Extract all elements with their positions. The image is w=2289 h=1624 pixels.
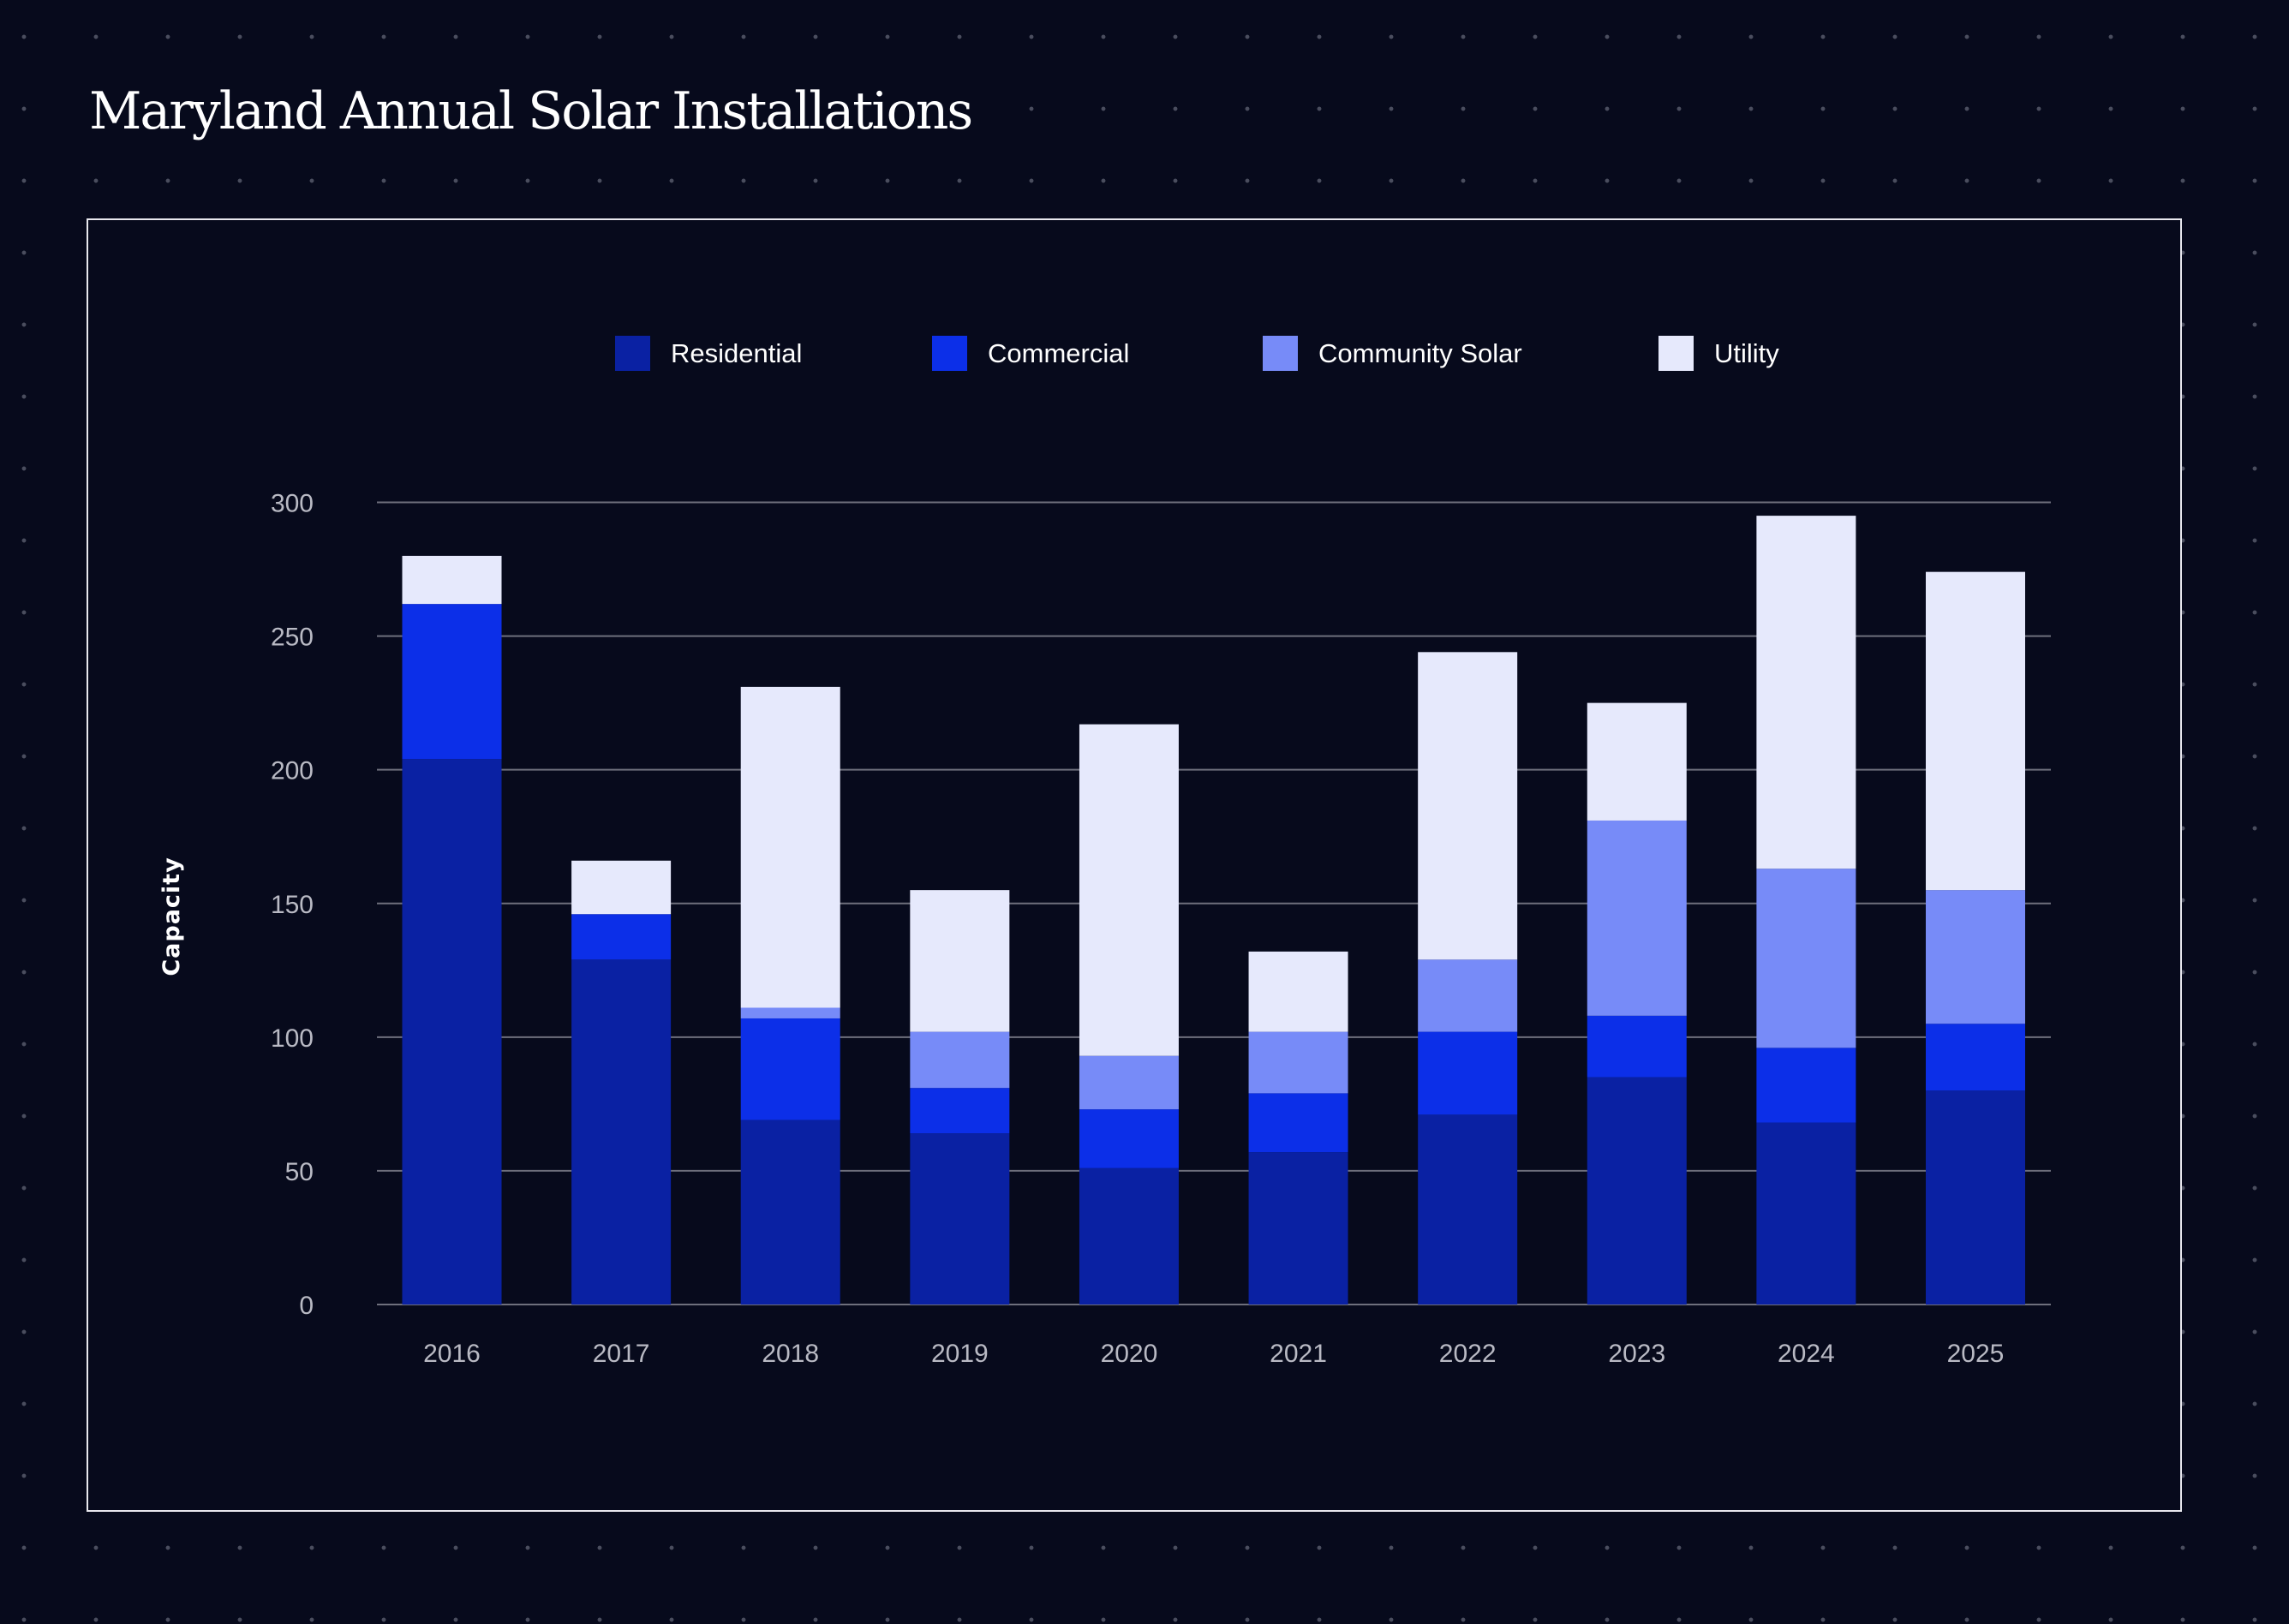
bar-stack-2023[interactable] xyxy=(1587,702,1687,1305)
bar-stack-2021[interactable] xyxy=(1248,951,1348,1305)
legend-swatch-utility xyxy=(1658,336,1694,371)
y-axis-title: Capacity xyxy=(158,857,185,976)
bar-residential-2017[interactable] xyxy=(571,959,672,1305)
x-tick-label: 2025 xyxy=(1947,1340,2005,1368)
bar-stack-2018[interactable] xyxy=(740,686,840,1305)
x-axis-ticks: 2016 2017 2018 2019 2020 2021 2022 2023 2024 2025 xyxy=(423,1340,2004,1368)
bar-residential-2025[interactable] xyxy=(1926,1090,2025,1305)
bar-residential-2021[interactable] xyxy=(1248,1152,1348,1305)
bar-residential-2020[interactable] xyxy=(1079,1167,1179,1305)
bar-commercial-2020[interactable] xyxy=(1079,1109,1179,1168)
bar-commercial-2022[interactable] xyxy=(1418,1031,1518,1115)
bar-stack-2017[interactable] xyxy=(571,860,672,1305)
bar-stack-2024[interactable] xyxy=(1756,516,1856,1305)
bar-community-solar-2024[interactable] xyxy=(1756,869,1856,1048)
bar-community-solar-2019[interactable] xyxy=(910,1031,1010,1089)
bar-community-solar-2020[interactable] xyxy=(1079,1055,1179,1110)
bar-utility-2019[interactable] xyxy=(910,890,1010,1032)
legend-swatch-commercial xyxy=(932,336,967,371)
x-tick-label: 2016 xyxy=(423,1340,481,1368)
x-tick-label: 2023 xyxy=(1608,1340,1665,1368)
bar-stack-2022[interactable] xyxy=(1418,652,1518,1305)
bar-stack-2016[interactable] xyxy=(402,555,502,1305)
bar-stack-2019[interactable] xyxy=(910,890,1010,1305)
bar-community-solar-2022[interactable] xyxy=(1418,959,1518,1032)
y-tick-label: 150 xyxy=(271,891,314,919)
legend-swatch-community-solar xyxy=(1263,336,1298,371)
bar-stack-2020[interactable] xyxy=(1079,724,1179,1305)
legend-label-residential: Residential xyxy=(671,337,803,368)
bar-residential-2019[interactable] xyxy=(910,1133,1010,1305)
bar-utility-2018[interactable] xyxy=(740,686,840,1008)
bar-utility-2022[interactable] xyxy=(1418,652,1518,960)
bar-utility-2017[interactable] xyxy=(571,860,672,915)
bar-residential-2018[interactable] xyxy=(740,1119,840,1305)
legend-label-utility: Utility xyxy=(1714,337,1779,368)
bar-utility-2025[interactable] xyxy=(1926,571,2025,891)
bar-community-solar-2021[interactable] xyxy=(1248,1031,1348,1094)
x-tick-label: 2019 xyxy=(931,1340,989,1368)
bar-community-solar-2018[interactable] xyxy=(740,1007,840,1018)
bar-commercial-2019[interactable] xyxy=(910,1088,1010,1134)
legend-item-commercial[interactable]: Commercial xyxy=(932,336,1129,371)
y-tick-label: 100 xyxy=(271,1024,314,1053)
y-tick-label: 200 xyxy=(271,757,314,785)
bar-commercial-2017[interactable] xyxy=(571,914,672,960)
y-tick-label: 50 xyxy=(285,1158,314,1186)
x-tick-label: 2018 xyxy=(762,1340,819,1368)
legend-swatch-residential xyxy=(615,336,650,371)
x-tick-label: 2022 xyxy=(1439,1340,1497,1368)
bar-commercial-2021[interactable] xyxy=(1248,1093,1348,1153)
x-tick-label: 2020 xyxy=(1101,1340,1158,1368)
y-axis-ticks: 0 50 100 150 200 250 300 xyxy=(271,490,314,1321)
bar-utility-2020[interactable] xyxy=(1079,724,1179,1056)
bar-utility-2021[interactable] xyxy=(1248,951,1348,1032)
bar-stack-2025[interactable] xyxy=(1926,571,2025,1305)
bar-community-solar-2025[interactable] xyxy=(1926,890,2025,1024)
bar-residential-2016[interactable] xyxy=(402,759,502,1305)
bar-residential-2024[interactable] xyxy=(1756,1122,1856,1305)
bar-commercial-2018[interactable] xyxy=(740,1018,840,1120)
bar-utility-2024[interactable] xyxy=(1756,516,1856,869)
bar-commercial-2023[interactable] xyxy=(1587,1015,1687,1078)
bars xyxy=(402,516,2025,1305)
bar-commercial-2024[interactable] xyxy=(1756,1048,1856,1123)
bar-residential-2023[interactable] xyxy=(1587,1077,1687,1305)
legend-item-residential[interactable]: Residential xyxy=(615,336,802,371)
legend-label-commercial: Commercial xyxy=(988,337,1130,368)
bar-commercial-2016[interactable] xyxy=(402,604,502,760)
y-tick-label: 300 xyxy=(271,490,314,518)
bar-utility-2023[interactable] xyxy=(1587,702,1687,821)
x-tick-label: 2017 xyxy=(593,1340,650,1368)
bar-community-solar-2023[interactable] xyxy=(1587,820,1687,1016)
y-tick-label: 0 xyxy=(299,1292,314,1320)
legend-label-community-solar: Community Solar xyxy=(1318,337,1522,368)
bar-commercial-2025[interactable] xyxy=(1926,1024,2025,1091)
legend-item-community-solar[interactable]: Community Solar xyxy=(1263,336,1522,371)
chart-title: Maryland Annual Solar Installations xyxy=(86,81,976,141)
legend-item-utility[interactable]: Utility xyxy=(1658,336,1779,371)
bar-utility-2016[interactable] xyxy=(402,555,502,605)
x-tick-label: 2024 xyxy=(1778,1340,1835,1368)
bar-residential-2022[interactable] xyxy=(1418,1114,1518,1305)
x-tick-label: 2021 xyxy=(1270,1340,1327,1368)
y-tick-label: 250 xyxy=(271,624,314,652)
